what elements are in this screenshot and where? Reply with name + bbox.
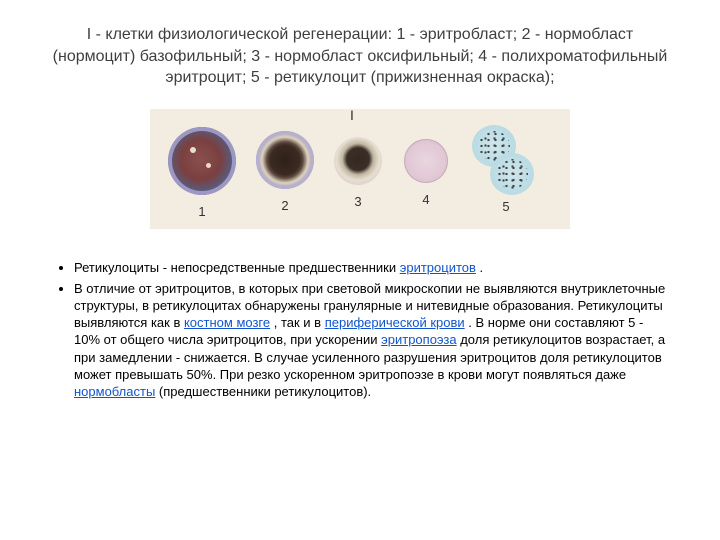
text: (предшественники ретикулоцитов). [155,384,371,399]
link-erythrocytes[interactable]: эритроцитов [400,260,476,275]
link-erythropoiesis[interactable]: эритропоэза [381,332,457,347]
link-peripheral-blood[interactable]: периферической крови [325,315,465,330]
cell-3-label: 3 [334,194,382,209]
cell-5-label: 5 [470,199,542,214]
text: , так и в [270,315,325,330]
text: Ретикулоциты - непосредственные предшест… [74,260,400,275]
text: . [476,260,483,275]
cell-4-label: 4 [404,192,448,207]
cell-1: 1 [168,127,236,219]
cell-2-label: 2 [256,198,314,213]
cell-5: 5 [470,125,542,214]
cell-4: 4 [404,139,448,207]
cell-2: 2 [256,131,314,213]
list-item: Ретикулоциты - непосредственные предшест… [74,259,672,276]
cell-1-label: 1 [168,204,236,219]
list-item: В отличие от эритроцитов, в которых при … [74,280,672,400]
slide-title: I - клетки физиологической регенерации: … [48,24,672,89]
link-bone-marrow[interactable]: костном мозге [184,315,270,330]
figure-top-label: I [350,107,354,123]
link-normoblasts[interactable]: нормобласты [74,384,155,399]
bullet-list: Ретикулоциты - непосредственные предшест… [48,259,672,400]
cell-figure: I 1 2 3 4 5 [150,109,570,229]
cell-3: 3 [334,137,382,209]
